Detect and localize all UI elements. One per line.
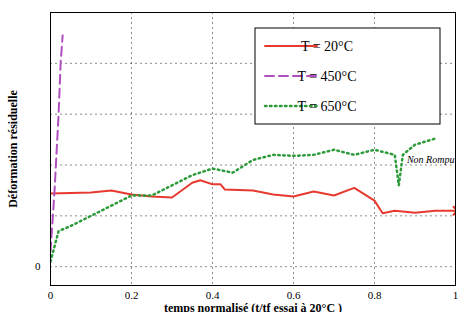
svg-text:0.4: 0.4 [206,289,220,301]
svg-text:1: 1 [453,289,459,301]
svg-text:0.8: 0.8 [368,289,382,301]
svg-text:0.2: 0.2 [125,289,139,301]
svg-text:Non Rompu: Non Rompu [406,154,455,165]
svg-text:Déformation résiduelle: Déformation résiduelle [6,90,20,208]
svg-text:0.6: 0.6 [287,289,301,301]
svg-text:T = 450°C: T = 450°C [297,69,356,84]
svg-text:0: 0 [35,260,41,272]
svg-text:temps normalisé (t/tf essai à: temps normalisé (t/tf essai à 20°C ) [164,301,342,312]
svg-text:0: 0 [48,289,54,301]
svg-text:T = 650°C: T = 650°C [297,99,356,114]
svg-text:T = 20°C: T = 20°C [301,39,353,54]
